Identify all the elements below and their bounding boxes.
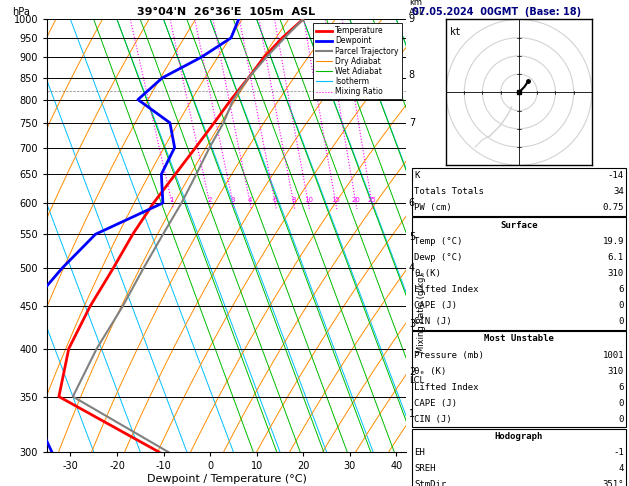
Text: km
ASL: km ASL: [409, 0, 425, 17]
Text: 6: 6: [409, 198, 415, 208]
Text: 3: 3: [409, 319, 415, 329]
Text: EH: EH: [414, 448, 425, 457]
Text: 4: 4: [409, 263, 415, 274]
Text: Most Unstable: Most Unstable: [484, 334, 554, 344]
Text: 310: 310: [608, 366, 624, 376]
Text: CAPE (J): CAPE (J): [414, 301, 457, 310]
Text: θₑ (K): θₑ (K): [414, 366, 446, 376]
Text: 8: 8: [409, 70, 415, 80]
Text: -1: -1: [613, 448, 624, 457]
Text: -14: -14: [608, 171, 624, 180]
Text: 7: 7: [409, 118, 415, 128]
Text: LCL: LCL: [409, 376, 424, 385]
Text: 0: 0: [618, 317, 624, 326]
Text: 6.1: 6.1: [608, 253, 624, 262]
Text: 34: 34: [613, 187, 624, 196]
Text: SREH: SREH: [414, 464, 435, 473]
Text: Hodograph: Hodograph: [495, 432, 543, 441]
X-axis label: Dewpoint / Temperature (°C): Dewpoint / Temperature (°C): [147, 474, 306, 484]
Text: Temp (°C): Temp (°C): [414, 237, 462, 246]
Text: 351°: 351°: [603, 480, 624, 486]
Text: 6: 6: [618, 382, 624, 392]
Text: 15: 15: [331, 197, 340, 203]
Text: CAPE (J): CAPE (J): [414, 399, 457, 408]
Text: 1001: 1001: [603, 350, 624, 360]
Text: 5: 5: [409, 232, 415, 242]
Text: 1: 1: [409, 409, 415, 419]
Text: CIN (J): CIN (J): [414, 317, 452, 326]
Text: Surface: Surface: [500, 221, 538, 230]
Text: hPa: hPa: [13, 7, 30, 17]
Text: 20: 20: [352, 197, 360, 203]
Text: kt: kt: [450, 27, 462, 37]
Text: 6: 6: [618, 285, 624, 294]
Text: Totals Totals: Totals Totals: [414, 187, 484, 196]
Text: 07.05.2024  00GMT  (Base: 18): 07.05.2024 00GMT (Base: 18): [412, 7, 581, 17]
Text: 8: 8: [291, 197, 296, 203]
Text: 0: 0: [618, 415, 624, 424]
Text: 1: 1: [170, 197, 174, 203]
Legend: Temperature, Dewpoint, Parcel Trajectory, Dry Adiabat, Wet Adiabat, Isotherm, Mi: Temperature, Dewpoint, Parcel Trajectory…: [313, 23, 402, 99]
Text: 4: 4: [618, 464, 624, 473]
Text: 2: 2: [208, 197, 212, 203]
Text: K: K: [414, 171, 420, 180]
Text: 25: 25: [367, 197, 376, 203]
Text: 3: 3: [231, 197, 235, 203]
Text: 2: 2: [409, 367, 415, 377]
Text: Lifted Index: Lifted Index: [414, 382, 479, 392]
Text: Mixing Ratio (g/kg): Mixing Ratio (g/kg): [417, 274, 426, 353]
Text: CIN (J): CIN (J): [414, 415, 452, 424]
Text: 0: 0: [618, 301, 624, 310]
Text: PW (cm): PW (cm): [414, 203, 452, 212]
Text: 0.75: 0.75: [603, 203, 624, 212]
Text: StmDir: StmDir: [414, 480, 446, 486]
Text: 10: 10: [304, 197, 313, 203]
Text: 19.9: 19.9: [603, 237, 624, 246]
Text: 0: 0: [618, 399, 624, 408]
Text: 6: 6: [273, 197, 277, 203]
Text: θₑ(K): θₑ(K): [414, 269, 441, 278]
Text: 310: 310: [608, 269, 624, 278]
Text: 4: 4: [248, 197, 252, 203]
Text: 39°04'N  26°36'E  105m  ASL: 39°04'N 26°36'E 105m ASL: [137, 7, 316, 17]
Text: 9: 9: [409, 15, 415, 24]
Text: Lifted Index: Lifted Index: [414, 285, 479, 294]
Text: Dewp (°C): Dewp (°C): [414, 253, 462, 262]
Text: Pressure (mb): Pressure (mb): [414, 350, 484, 360]
